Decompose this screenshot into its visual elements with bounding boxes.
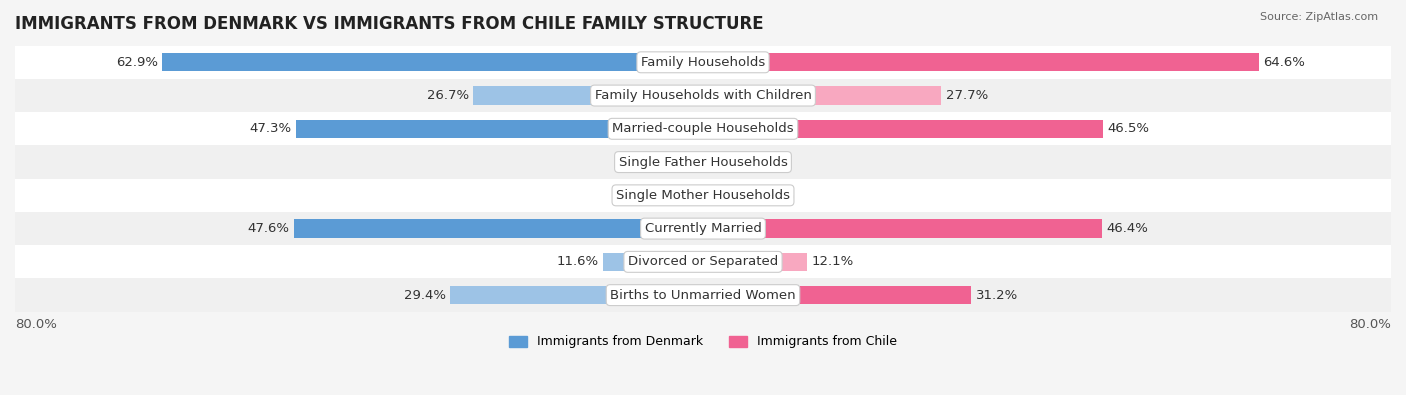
Bar	[703, 53, 1258, 71]
Bar	[450, 286, 703, 304]
Text: 64.6%: 64.6%	[1263, 56, 1305, 69]
Bar	[15, 145, 1391, 179]
Text: 12.1%: 12.1%	[811, 255, 853, 268]
Text: 80.0%: 80.0%	[1350, 318, 1391, 331]
Text: Births to Unmarried Women: Births to Unmarried Women	[610, 289, 796, 302]
Bar	[15, 46, 1391, 79]
Bar	[294, 220, 703, 238]
Text: Divorced or Separated: Divorced or Separated	[628, 255, 778, 268]
Text: Family Households: Family Households	[641, 56, 765, 69]
Text: 47.6%: 47.6%	[247, 222, 290, 235]
Bar	[703, 186, 758, 205]
Text: 46.5%: 46.5%	[1107, 122, 1149, 135]
Bar	[703, 286, 972, 304]
Text: 6.3%: 6.3%	[762, 189, 796, 202]
Text: 11.6%: 11.6%	[557, 255, 599, 268]
Bar	[15, 112, 1391, 145]
Text: Single Father Households: Single Father Households	[619, 156, 787, 169]
Legend: Immigrants from Denmark, Immigrants from Chile: Immigrants from Denmark, Immigrants from…	[503, 330, 903, 354]
Bar	[15, 79, 1391, 112]
Text: 27.7%: 27.7%	[945, 89, 988, 102]
Bar	[703, 153, 721, 171]
Bar	[703, 120, 1102, 138]
Text: Single Mother Households: Single Mother Households	[616, 189, 790, 202]
Bar	[703, 220, 1102, 238]
Bar	[15, 278, 1391, 312]
Text: IMMIGRANTS FROM DENMARK VS IMMIGRANTS FROM CHILE FAMILY STRUCTURE: IMMIGRANTS FROM DENMARK VS IMMIGRANTS FR…	[15, 15, 763, 33]
Bar	[474, 87, 703, 105]
Bar	[162, 53, 703, 71]
Bar	[703, 87, 941, 105]
Text: 26.7%: 26.7%	[427, 89, 470, 102]
Text: 47.3%: 47.3%	[250, 122, 292, 135]
Bar	[655, 186, 703, 205]
Bar	[15, 245, 1391, 278]
Text: Source: ZipAtlas.com: Source: ZipAtlas.com	[1260, 12, 1378, 22]
Bar	[603, 253, 703, 271]
Text: 62.9%: 62.9%	[115, 56, 157, 69]
Bar	[685, 153, 703, 171]
Bar	[703, 253, 807, 271]
Text: Married-couple Households: Married-couple Households	[612, 122, 794, 135]
Text: 80.0%: 80.0%	[15, 318, 56, 331]
Text: Currently Married: Currently Married	[644, 222, 762, 235]
Bar	[297, 120, 703, 138]
Text: 5.5%: 5.5%	[617, 189, 651, 202]
Text: 29.4%: 29.4%	[404, 289, 446, 302]
Bar	[15, 212, 1391, 245]
Text: Family Households with Children: Family Households with Children	[595, 89, 811, 102]
Text: 31.2%: 31.2%	[976, 289, 1018, 302]
Text: 2.2%: 2.2%	[727, 156, 761, 169]
Text: 46.4%: 46.4%	[1107, 222, 1149, 235]
Text: 2.1%: 2.1%	[647, 156, 681, 169]
Bar	[15, 179, 1391, 212]
